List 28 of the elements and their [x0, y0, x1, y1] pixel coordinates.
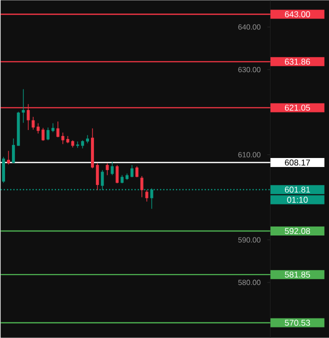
- candlestick: [2, 156, 5, 184]
- ref-line-label: 592.08: [284, 228, 310, 234]
- ref-line-label: 621.05: [284, 104, 310, 111]
- candlestick: [61, 132, 64, 144]
- candlestick: [32, 116, 35, 130]
- candlestick: [145, 190, 148, 202]
- ref-line-label: 581.85: [284, 272, 310, 278]
- candlestick: [110, 161, 114, 176]
- candlestick: [116, 164, 119, 184]
- ref-line-label: 570.53: [284, 320, 310, 326]
- ref-line-label: 643.00: [284, 11, 310, 18]
- text: 01:10: [287, 196, 308, 203]
- ref-line-label: 608.17: [284, 160, 310, 166]
- candlestick: [22, 88, 25, 124]
- candlestick: [140, 176, 144, 198]
- candlestick: [36, 122, 40, 134]
- candlestick: [135, 166, 138, 178]
- candlestick: [12, 138, 15, 164]
- candlestick: [130, 164, 134, 178]
- candlestick: [56, 121, 60, 138]
- candlestick: [46, 127, 50, 141]
- candlestick: [6, 150, 10, 165]
- candlestick: [106, 162, 109, 176]
- candlestick: [51, 122, 54, 133]
- ref-line-label: 631.86: [284, 58, 310, 65]
- candlestick: [96, 162, 99, 190]
- candlestick: [42, 128, 44, 142]
- ref-line-label: 601.81: [284, 186, 310, 193]
